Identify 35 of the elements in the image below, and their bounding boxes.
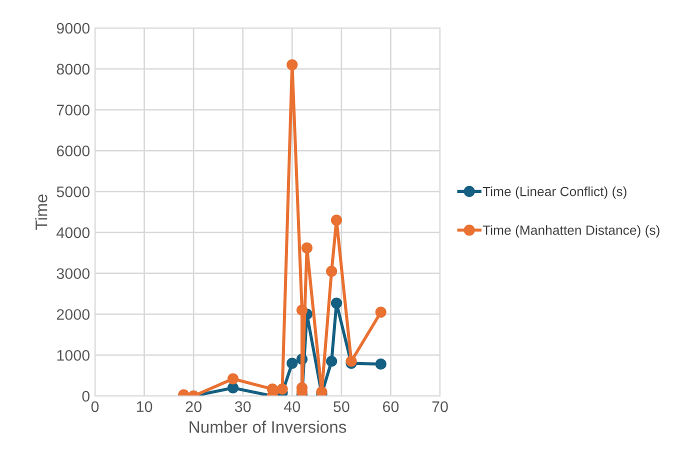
point	[296, 304, 308, 316]
y-tick-label: 6000	[56, 146, 90, 156]
point	[326, 266, 338, 277]
y-tick-label: 8000	[56, 64, 90, 75]
point	[326, 356, 338, 367]
x-tick-label: 20	[186, 401, 202, 412]
point	[330, 214, 342, 226]
y-axis-title: Time	[35, 194, 48, 230]
x-tick-label: 10	[136, 401, 152, 412]
y-tick-label: 9000	[56, 22, 90, 34]
y-tick-label: 2000	[56, 309, 90, 320]
x-axis-title: Number of Inversions	[190, 420, 346, 433]
y-tick-label: 3000	[56, 268, 90, 280]
point	[375, 306, 386, 318]
x-tick-label: 70	[432, 401, 448, 412]
x-tick-label: 0	[91, 401, 99, 412]
point	[286, 59, 298, 70]
legend-label: Time (Manhatten Distance) (s)	[482, 225, 660, 238]
legend-label: Time (Linear Conflict) (s)	[482, 186, 626, 199]
point	[227, 382, 239, 394]
y-tick-label: 1000	[57, 350, 90, 361]
point	[301, 242, 312, 254]
y-tick-label: 4000	[56, 227, 90, 238]
point	[227, 373, 239, 384]
x-tick-label: 30	[234, 401, 251, 412]
y-tick-label: 0	[82, 390, 90, 402]
x-tick-label: 60	[382, 401, 399, 412]
point	[286, 358, 298, 369]
x-tick-label: 40	[284, 401, 300, 412]
y-tick-label: 5000	[56, 186, 90, 198]
y-tick-label: 7000	[56, 104, 90, 116]
point	[276, 383, 288, 395]
x-tick-label: 50	[334, 401, 350, 412]
point	[330, 298, 342, 309]
point	[375, 358, 386, 370]
